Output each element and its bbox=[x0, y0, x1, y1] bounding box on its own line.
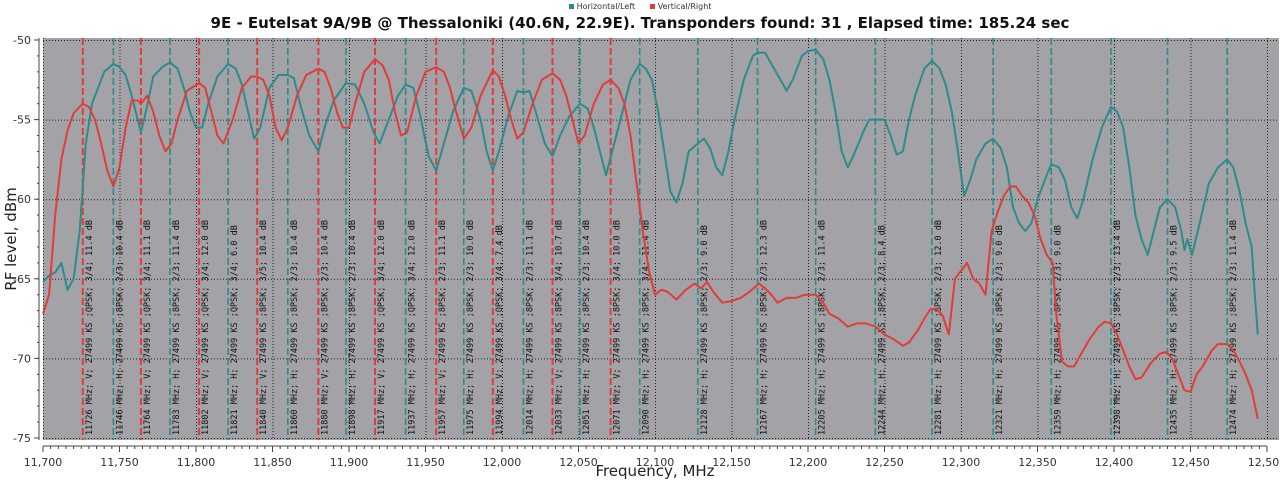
x-axis-title: Frequency, MHz bbox=[595, 462, 714, 480]
x-tick-label: 12,500 bbox=[1248, 456, 1280, 469]
series-vertical-line bbox=[42, 58, 1259, 420]
legend-item-vertical[interactable]: Vertical/Right bbox=[649, 2, 712, 11]
grid-lines bbox=[43, 38, 1279, 440]
transponder-label: 11802 MHz; V; 27499 KS ;QPSK; 3/4; 12.0 … bbox=[201, 220, 211, 435]
x-tick-label: 11,850 bbox=[253, 456, 292, 469]
transponder-label: 11746 MHz; H; 27499 KS ;8PSK; 2/3; 10.4 … bbox=[115, 220, 125, 435]
y-tick-label: -60 bbox=[13, 193, 31, 206]
plot-area bbox=[43, 38, 1279, 440]
y-tick-label: -55 bbox=[13, 114, 31, 127]
transponder-label: 12474 MHz; H; 27499 KS ;8PSK; 2/3; 11.4 … bbox=[1229, 220, 1239, 435]
axes: -50 -55 -60 -65 -70 -75 11,700 11,750 11,800 11,8… bbox=[13, 34, 1280, 469]
y-tick-label: -65 bbox=[13, 273, 31, 286]
transponder-label: 12051 MHz; H; 27499 KS ;8PSK; 2/3; 10.4 … bbox=[582, 220, 592, 435]
transponder-label: 12071 MHz; V; 27499 KS ;8PSK; 3/4; 10.0 … bbox=[613, 220, 623, 435]
transponder-label: 11783 MHz; H; 27499 KS ;8PSK; 2/3; 11.4 … bbox=[172, 220, 182, 435]
transponder-label: 12090 MHz; H; 27499 KS ;8PSK; 3/4; 11.4 … bbox=[642, 220, 652, 435]
legend-swatch-vertical bbox=[649, 4, 655, 9]
transponder-label: 11898 MHz; H; 27499 KS ;8PSK; 2/3; 10.4 … bbox=[348, 220, 358, 435]
x-tick-label: 12,450 bbox=[1171, 456, 1210, 469]
transponder-label: 12321 MHz; H; 27499 KS ;8PSK; 2/3; 9.0 d… bbox=[995, 225, 1005, 435]
legend-swatch-horizontal bbox=[568, 4, 574, 9]
legend-item-horizontal[interactable]: Horizontal/Left bbox=[568, 2, 636, 11]
x-tick-label: 11,800 bbox=[177, 456, 216, 469]
transponder-label: 11917 MHz; V; 27499 KS ;QPSK; 3/4; 12.0 … bbox=[377, 220, 387, 435]
transponder-label: 11957 MHz; V; 27499 KS ;8PSK; 2/3; 11.1 … bbox=[438, 220, 448, 435]
transponder-label: 11821 MHz; H; 27499 KS ;QPSK; 3/4; 6.0 d… bbox=[230, 225, 240, 435]
x-tick-label: 12,200 bbox=[789, 456, 828, 469]
transponder-label: 12205 MHz; H; 27499 KS ;8PSK; 2/3; 11.4 … bbox=[818, 220, 828, 435]
x-tick-label: 12,350 bbox=[1018, 456, 1057, 469]
x-tick-label: 12,050 bbox=[559, 456, 598, 469]
transponder-label: 12128 MHz; H; 27499 KS ;8PSK; 2/3; 9.0 d… bbox=[700, 225, 710, 435]
transponder-label: 12398 MHz; H; 27499 KS ;8PSK; 2/3; 13.4 … bbox=[1113, 220, 1123, 435]
series-horizontal-line bbox=[42, 48, 1259, 335]
legend-label-horizontal: Horizontal/Left bbox=[576, 2, 636, 11]
y-axis-title: RF level, dBm bbox=[2, 187, 20, 290]
x-tick-label: 12,300 bbox=[942, 456, 981, 469]
transponder-label: 11726 MHz; V; 27499 KS ;QPSK; 3/4; 11.4 … bbox=[85, 220, 95, 435]
x-tick-label: 11,950 bbox=[406, 456, 445, 469]
x-tick-label: 11,750 bbox=[100, 456, 139, 469]
transponder-label: 11994 MHz; V; 27499 KS ;QPSK; 3/4; 7.4 d… bbox=[495, 225, 505, 435]
chart-title: 9E - Eutelsat 9A/9B @ Thessaloniki (40.6… bbox=[210, 14, 1070, 32]
x-tick-label: 12,250 bbox=[865, 456, 904, 469]
transponder-label: 11937 MHz; H; 27499 KS ;QPSK; 3/4; 12.0 … bbox=[408, 220, 418, 435]
legend-label-vertical: Vertical/Right bbox=[657, 2, 712, 11]
x-tick-label: 12,000 bbox=[483, 456, 522, 469]
x-tick-label: 11,700 bbox=[24, 456, 63, 469]
transponder-label: 11840 MHz; V; 27499 KS ;8PSK; 3/5; 10.4 … bbox=[259, 220, 269, 435]
y-tick-label: -75 bbox=[13, 432, 31, 445]
transponder-label: 12244 MHz; H; 27499 KS ;8PSK; 2/3; 8.4 d… bbox=[877, 225, 887, 435]
transponder-label: 11975 MHz; H; 27499 KS ;8PSK; 2/3; 10.0 … bbox=[466, 220, 476, 435]
x-tick-label: 11,900 bbox=[330, 456, 369, 469]
transponder-label: 11860 MHz; H; 27499 KS ;8PSK; 2/3; 10.4 … bbox=[290, 220, 300, 435]
y-tick-label: -70 bbox=[13, 352, 31, 365]
series-lines bbox=[42, 48, 1259, 420]
transponder-label: 11764 MHz; V; 27499 KS ;QPSK; 3/4; 11.1 … bbox=[143, 220, 153, 435]
x-tick-label: 12,100 bbox=[636, 456, 675, 469]
transponder-label: 12435 MHz; H; 27499 KS ;8PSK; 2/3; 9.5 d… bbox=[1170, 225, 1180, 435]
transponder-markers: 11726 MHz; V; 27499 KS ;QPSK; 3/4; 11.4 … bbox=[81, 38, 1239, 440]
chart-legend: Horizontal/Left Vertical/Right bbox=[0, 2, 1280, 11]
transponder-label: 12014 MHz; H; 27499 KS ;8PSK; 2/3; 11.1 … bbox=[525, 220, 535, 435]
x-tick-label: 12,400 bbox=[1095, 456, 1134, 469]
transponder-label: 12033 MHz; V; 27499 KS ;8PSK; 3/4; 10.7 … bbox=[554, 220, 564, 435]
transponder-label: 12167 MHz; H; 27499 KS ;8PSK; 2/3; 12.3 … bbox=[760, 220, 770, 435]
transponder-label: 12281 MHz; H; 27499 KS ;8PSK; 2/3; 12.0 … bbox=[934, 220, 944, 435]
x-tick-label: 12,150 bbox=[712, 456, 751, 469]
transponder-label: 11880 MHz; V; 27499 KS ;8PSK; 2/3; 10.4 … bbox=[320, 220, 330, 435]
y-tick-label: -50 bbox=[13, 34, 31, 47]
